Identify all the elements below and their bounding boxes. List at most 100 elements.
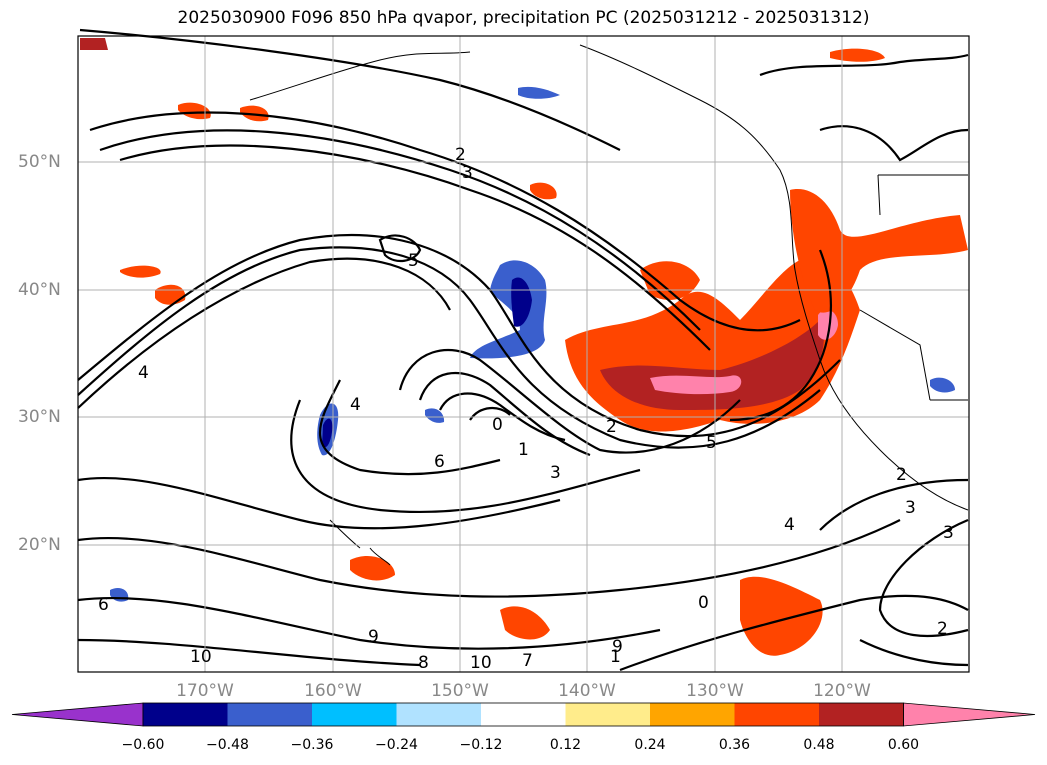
contour-line <box>77 596 661 650</box>
contour-line <box>77 476 561 530</box>
contour-line <box>819 125 969 162</box>
colorbar-extend-min <box>11 702 144 727</box>
contour-label: 2 <box>937 619 948 639</box>
positive-precip-area <box>740 576 823 656</box>
map-title: 2025030900 F096 850 hPa qvapor, precipit… <box>177 8 870 28</box>
negative-precip-area-strong <box>322 418 333 448</box>
contour-label: 2 <box>455 145 466 165</box>
contour-label: 2 <box>606 417 617 437</box>
contour-line <box>77 246 821 449</box>
contour-label: 4 <box>350 395 361 415</box>
contour-line <box>619 594 969 672</box>
contour-label: 3 <box>462 163 473 183</box>
positive-precip-area <box>80 38 108 50</box>
colorbar-segment <box>312 703 397 726</box>
contour-label: 10 <box>470 653 492 673</box>
contour-line <box>89 111 801 332</box>
colorbar-tick-label: −0.12 <box>459 737 503 753</box>
positive-precip-area <box>530 182 557 200</box>
positive-precip-area <box>790 189 968 313</box>
qvapor-contour-layer <box>77 28 969 672</box>
contour-label: 8 <box>418 653 429 673</box>
contour-label: 2 <box>896 465 907 485</box>
contour-label: 1 <box>518 440 529 460</box>
colorbar-segment <box>227 703 313 726</box>
contour-line <box>469 407 511 421</box>
colorbar-segment <box>819 703 904 726</box>
positive-precip-area <box>830 48 885 62</box>
colorbar-segment <box>481 703 566 726</box>
negative-precip-area <box>930 377 955 393</box>
lon-label-120w: 120°W <box>813 681 871 701</box>
contour-line <box>819 478 969 531</box>
colorbar-tick-label: −0.60 <box>121 737 165 753</box>
colorbar-segment <box>396 703 482 726</box>
contour-line <box>398 348 741 454</box>
lon-label-140w: 140°W <box>558 681 616 701</box>
colorbar-tick-label: 0.36 <box>718 737 751 753</box>
contour-line <box>729 249 832 422</box>
contour-label: 0 <box>492 415 503 435</box>
contour-label: 9 <box>612 637 623 657</box>
contour-label: 1 <box>610 647 621 667</box>
colorbar-segment <box>650 703 735 726</box>
colorbar-border <box>142 702 904 727</box>
contour-label: 9 <box>368 627 379 647</box>
contour-label: 5 <box>408 251 419 271</box>
lat-label-20n: 20°N <box>18 535 61 555</box>
graticule <box>78 36 969 672</box>
contour-line <box>378 234 422 263</box>
map-frame <box>77 35 970 673</box>
contour-label: 5 <box>706 433 717 453</box>
coastline <box>859 309 931 401</box>
positive-precip-area <box>120 265 161 278</box>
contour-label: 3 <box>943 523 954 543</box>
contour-line <box>418 371 591 457</box>
lon-label-130w: 130°W <box>686 681 744 701</box>
colorbar-tick-label: 0.24 <box>634 737 666 753</box>
contour-line <box>859 639 969 667</box>
contour-label: 6 <box>98 595 109 615</box>
contour-label: 4 <box>784 515 795 535</box>
coastline <box>579 44 969 511</box>
contour-line <box>319 379 501 476</box>
positive-precip-max <box>650 375 742 395</box>
lat-label-50n: 50°N <box>18 152 61 172</box>
colorbar-segment <box>143 703 228 726</box>
colorbar-tick-label: 0.12 <box>549 737 582 753</box>
lon-label-170w: 170°W <box>176 681 234 701</box>
contour-line <box>878 518 969 638</box>
contour-line <box>99 129 701 331</box>
negative-precip-area <box>110 588 129 602</box>
lon-label-160w: 160°W <box>304 681 362 701</box>
colorbar-tick-label: 0.48 <box>803 737 835 753</box>
colorbar-tick-label: −0.36 <box>290 737 334 753</box>
negative-precip-area <box>518 86 560 99</box>
precipitation-pc-fill-layer <box>80 38 968 656</box>
colorbar-tick-label: −0.24 <box>375 737 418 753</box>
positive-precip-area <box>350 555 395 581</box>
positive-precip-area <box>155 284 186 305</box>
contour-line <box>77 257 451 409</box>
positive-precip-area <box>178 102 211 120</box>
negative-precip-area <box>425 408 445 423</box>
negative-precip-area <box>470 260 547 359</box>
contour-line <box>77 519 901 598</box>
colorbar-tick-label: −0.48 <box>206 737 249 753</box>
lon-label-150w: 150°W <box>431 681 489 701</box>
contour-label: 6 <box>434 452 445 472</box>
contour-line <box>119 144 711 351</box>
contour-label: 4 <box>138 363 149 383</box>
coastline-layer <box>249 44 969 566</box>
contour-label: 3 <box>550 463 561 483</box>
coastline <box>877 174 881 216</box>
colorbar-tick-label: 0.60 <box>887 737 920 753</box>
contour-line <box>290 399 641 514</box>
coastline <box>249 51 471 101</box>
positive-precip-area <box>500 606 550 640</box>
contour-line <box>77 638 421 667</box>
contour-label: 7 <box>522 651 533 671</box>
contour-line <box>439 392 566 442</box>
